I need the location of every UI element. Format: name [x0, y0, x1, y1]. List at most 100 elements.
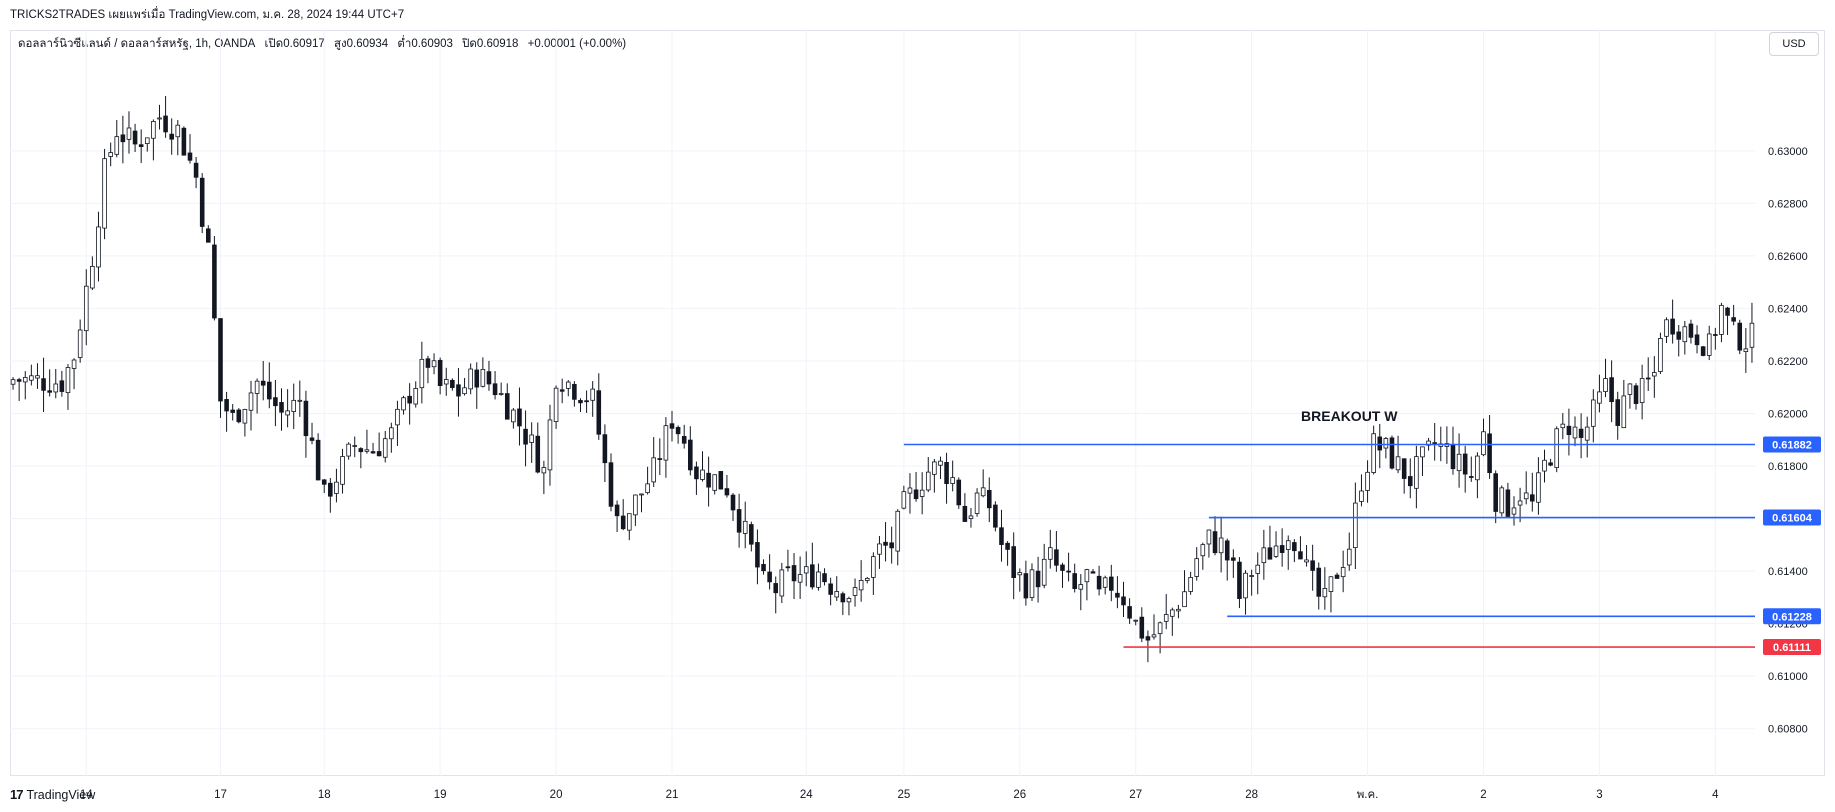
candle-body[interactable]: [547, 419, 553, 471]
candle-body[interactable]: [138, 144, 144, 147]
candle-body[interactable]: [1475, 455, 1480, 481]
candle-body[interactable]: [883, 541, 888, 546]
candle-body[interactable]: [675, 427, 681, 435]
candle-body[interactable]: [1127, 606, 1132, 619]
candle-body[interactable]: [1255, 564, 1261, 574]
candle-body[interactable]: [1157, 622, 1163, 635]
candle-body[interactable]: [504, 393, 510, 420]
candle-body[interactable]: [706, 472, 711, 488]
candle-body[interactable]: [663, 425, 669, 461]
candle-body[interactable]: [242, 409, 248, 424]
currency-button[interactable]: USD: [1769, 32, 1819, 56]
candle-body[interactable]: [1481, 431, 1486, 456]
candle-body[interactable]: [1200, 544, 1206, 557]
candle-body[interactable]: [1682, 326, 1688, 343]
candle-body[interactable]: [175, 124, 181, 138]
candle-body[interactable]: [212, 244, 217, 319]
candle-body[interactable]: [1115, 592, 1120, 598]
breakout-annotation[interactable]: BREAKOUT W: [1301, 408, 1398, 424]
candle-body[interactable]: [102, 158, 107, 229]
candle-body[interactable]: [1713, 334, 1718, 336]
candle-body[interactable]: [1090, 571, 1096, 574]
candle-body[interactable]: [1499, 487, 1505, 514]
candle-body[interactable]: [1322, 588, 1328, 598]
candle-body[interactable]: [1566, 425, 1572, 436]
candle-body[interactable]: [1231, 557, 1236, 561]
candle-body[interactable]: [157, 117, 162, 120]
candle-body[interactable]: [1383, 438, 1389, 449]
candle-body[interactable]: [456, 384, 461, 397]
candle-body[interactable]: [852, 587, 858, 596]
candle-body[interactable]: [1267, 547, 1273, 560]
candle-body[interactable]: [565, 381, 571, 389]
candle-body[interactable]: [132, 130, 138, 145]
candle-body[interactable]: [206, 228, 211, 243]
candle-body[interactable]: [864, 577, 870, 581]
candle-body[interactable]: [1627, 383, 1633, 395]
candle-body[interactable]: [358, 448, 364, 453]
candle-body[interactable]: [1310, 560, 1315, 571]
candle-body[interactable]: [1279, 545, 1285, 553]
candle-body[interactable]: [254, 380, 260, 394]
candle-body[interactable]: [1597, 391, 1602, 404]
candle-body[interactable]: [114, 136, 120, 155]
candle-body[interactable]: [1591, 399, 1596, 427]
candle-body[interactable]: [1029, 569, 1035, 598]
candle-body[interactable]: [1365, 471, 1370, 491]
candle-body[interactable]: [1676, 331, 1682, 340]
candle-body[interactable]: [968, 515, 974, 520]
candle-body[interactable]: [1353, 502, 1358, 549]
candle-body[interactable]: [108, 152, 113, 157]
candle-body[interactable]: [1572, 426, 1578, 439]
candle-body[interactable]: [627, 513, 632, 531]
candle-body[interactable]: [492, 383, 498, 396]
candle-body[interactable]: [1731, 317, 1736, 322]
candle-body[interactable]: [1224, 540, 1230, 561]
candle-body[interactable]: [596, 390, 602, 435]
candle-body[interactable]: [450, 379, 455, 388]
candle-body[interactable]: [1170, 609, 1175, 617]
candle-body[interactable]: [1688, 323, 1694, 338]
candle-body[interactable]: [1151, 634, 1157, 638]
candle-body[interactable]: [1548, 462, 1553, 466]
candle-body[interactable]: [1420, 446, 1425, 458]
candle-body[interactable]: [535, 435, 541, 473]
candle-body[interactable]: [29, 375, 34, 381]
candle-body[interactable]: [431, 360, 437, 368]
candle-body[interactable]: [639, 493, 644, 496]
candle-body[interactable]: [785, 566, 791, 569]
candle-body[interactable]: [321, 479, 327, 485]
candle-body[interactable]: [1334, 574, 1340, 579]
candle-body[interactable]: [810, 564, 815, 588]
candle-body[interactable]: [346, 443, 351, 457]
candle-body[interactable]: [517, 408, 522, 427]
candle-body[interactable]: [1145, 636, 1151, 641]
candle-body[interactable]: [1511, 507, 1517, 515]
candle-body[interactable]: [1066, 570, 1071, 573]
candle-body[interactable]: [474, 369, 480, 388]
candle-body[interactable]: [279, 402, 284, 413]
candle-body[interactable]: [1536, 472, 1541, 503]
candle-body[interactable]: [1054, 549, 1059, 566]
candle-body[interactable]: [584, 400, 589, 403]
candle-body[interactable]: [1292, 542, 1297, 552]
candle-body[interactable]: [688, 439, 693, 471]
candle-body[interactable]: [633, 494, 638, 516]
candle-body[interactable]: [614, 504, 620, 517]
candle-body[interactable]: [925, 471, 931, 491]
candle-body[interactable]: [730, 494, 736, 511]
candle-body[interactable]: [1719, 304, 1724, 335]
candle-body[interactable]: [681, 436, 687, 444]
candle-body[interactable]: [1206, 529, 1212, 545]
candle-body[interactable]: [1645, 377, 1651, 380]
candle-body[interactable]: [846, 598, 852, 603]
candle-body[interactable]: [1121, 596, 1126, 606]
candle-body[interactable]: [224, 399, 229, 412]
candle-body[interactable]: [163, 115, 168, 133]
candle-body[interactable]: [1737, 322, 1743, 351]
candle-body[interactable]: [871, 556, 876, 578]
candle-body[interactable]: [1389, 437, 1395, 469]
candle-body[interactable]: [1340, 567, 1346, 578]
candle-body[interactable]: [1578, 428, 1584, 438]
candle-body[interactable]: [236, 409, 242, 423]
